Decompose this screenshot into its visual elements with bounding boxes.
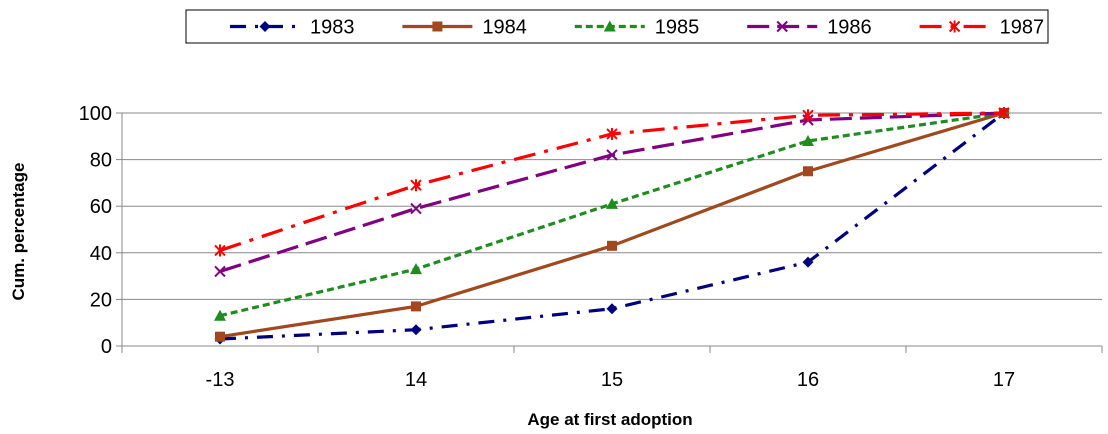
x-tick-label: 14 (405, 369, 427, 391)
series-line (219, 111, 1005, 339)
legend-label: 1984 (482, 17, 527, 39)
y-tick-label: 40 (90, 243, 112, 265)
y-tick-label: 80 (90, 150, 112, 172)
y-tick-label: 100 (79, 103, 112, 125)
data-point (802, 256, 814, 268)
legend-marker (948, 20, 961, 33)
data-point (410, 202, 422, 215)
series-line (219, 111, 1005, 318)
data-point (607, 240, 617, 251)
data-point (410, 324, 422, 336)
axes: 0 20 40 60 80 100 -13 14 15 16 17 (79, 103, 1103, 391)
data-point (606, 149, 618, 161)
data-point (214, 244, 226, 257)
series-1987 (214, 107, 1010, 257)
y-tick-label: 60 (90, 196, 112, 218)
legend-item: 1984 (402, 17, 527, 39)
x-tick-label: -13 (206, 369, 235, 391)
legend-label: 1987 (1000, 17, 1045, 39)
data-point (410, 179, 422, 192)
legend-marker (259, 21, 271, 32)
data-point (214, 265, 226, 278)
legend: 1983 1984 1985 1986 1987 (185, 9, 1049, 44)
data-point (410, 263, 422, 275)
legend-item: 1983 (230, 17, 355, 39)
x-tick-label: 16 (797, 369, 819, 391)
data-point (802, 134, 814, 146)
series-group (214, 107, 1010, 345)
data-point (803, 166, 813, 177)
data-point (802, 109, 814, 122)
x-axis-label: Age at first adoption (527, 410, 692, 429)
x-tick-label: 15 (601, 369, 623, 391)
series-line (219, 111, 1005, 341)
data-point (215, 331, 225, 342)
legend-label: 1986 (827, 17, 872, 39)
legend-marker (776, 20, 788, 33)
data-point (606, 303, 618, 315)
legend-label: 1983 (310, 17, 355, 39)
legend-marker (603, 20, 616, 32)
data-point (606, 197, 618, 209)
data-point (606, 127, 618, 140)
data-point (214, 309, 226, 321)
data-point (411, 301, 421, 312)
legend-box (185, 9, 1049, 44)
legend-label: 1985 (655, 17, 700, 39)
legend-item: 1986 (747, 17, 872, 39)
y-axis-label: Cum. percentage (9, 163, 28, 301)
legend-item: 1985 (574, 17, 700, 39)
data-point (998, 107, 1010, 119)
legend-marker (432, 21, 443, 32)
x-tick-label: 17 (993, 369, 1015, 391)
legend-item: 1987 (919, 17, 1045, 39)
series-1983 (214, 107, 1010, 345)
y-tick-label: 0 (101, 336, 112, 358)
y-tick-label: 20 (90, 289, 112, 311)
